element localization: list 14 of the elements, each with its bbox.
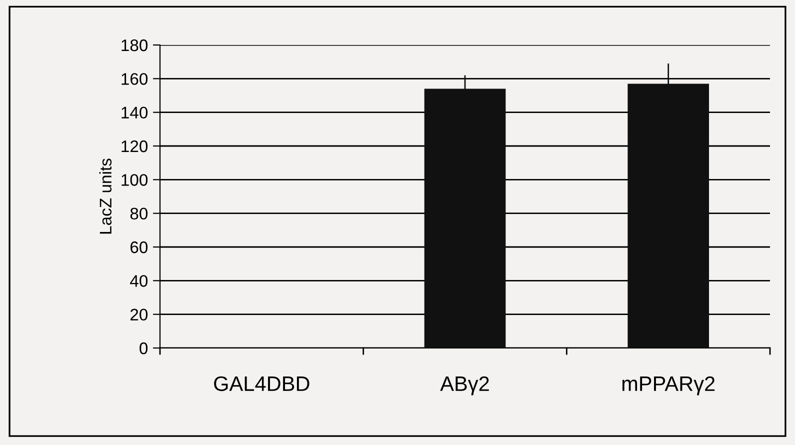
y-tick-label: 0 xyxy=(140,342,148,354)
y-axis-title: LacZ units xyxy=(99,158,112,234)
y-tick-label: 160 xyxy=(122,73,148,85)
x-tick-label: ABγ2 xyxy=(440,376,489,396)
x-tick-label: GAL4DBD xyxy=(214,376,310,392)
y-tick-label: 100 xyxy=(122,174,148,186)
x-tick-label: mPPARγ2 xyxy=(622,376,715,396)
y-tick-label: 80 xyxy=(130,208,148,220)
y-tick-label: 20 xyxy=(130,308,148,321)
y-tick-label: 40 xyxy=(130,275,148,287)
y-tick-label: 180 xyxy=(122,39,148,52)
y-tick-label: 140 xyxy=(122,106,148,119)
y-tick-label: 120 xyxy=(122,140,148,152)
y-tick-label: 60 xyxy=(130,241,148,254)
